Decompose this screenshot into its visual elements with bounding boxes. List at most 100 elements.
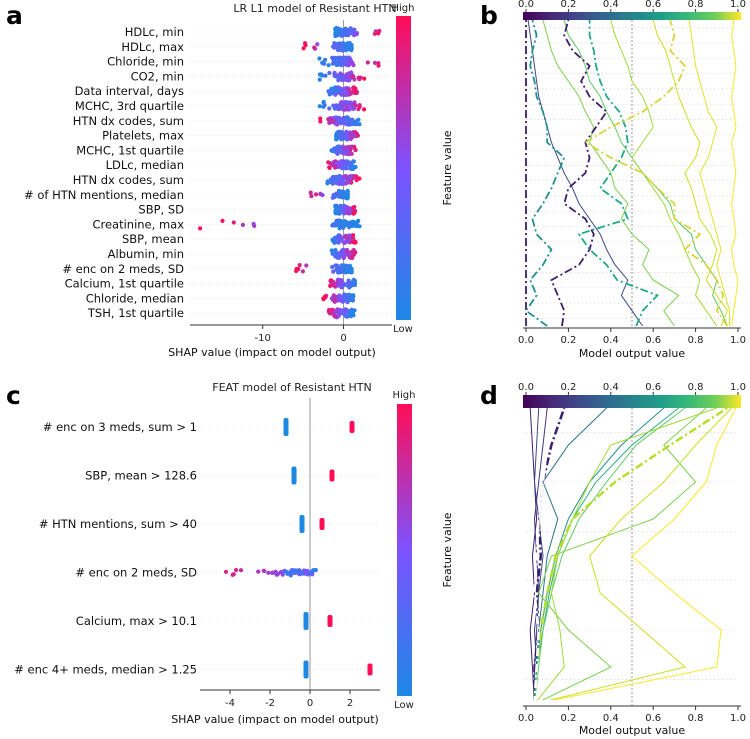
shap-point [337, 181, 342, 186]
shap-point [357, 104, 362, 109]
shap-point [317, 56, 322, 61]
shap-point [337, 226, 342, 231]
shap-point [332, 299, 337, 304]
x-tick-label: 0.2 [560, 335, 576, 346]
colorbar-tick-label: 0.0 [518, 0, 534, 10]
colorbar-tick-label: 0.2 [560, 382, 576, 393]
colorbar-tick-label: 1.0 [730, 382, 746, 393]
panel-a-title: LR L1 model of Resistant HTN [233, 2, 396, 15]
shap-point [354, 178, 359, 183]
shap-point [345, 194, 350, 199]
shap-point [345, 119, 350, 124]
shap-point [362, 107, 367, 112]
shap-point [352, 31, 357, 36]
x-tick-label: 0 [307, 698, 313, 709]
shap-point [294, 268, 299, 274]
x-tick-label: 0.2 [560, 713, 576, 724]
panel-c-rows: # enc on 3 meds, sum > 1 SBP, mean > 128.… [14, 418, 380, 679]
shap-point [270, 570, 275, 576]
panel-c-colorbar-low: Low [394, 700, 414, 711]
shap-point [347, 233, 352, 238]
panel-label-a: a [6, 1, 23, 30]
shap-point [334, 115, 339, 120]
shap-point [322, 103, 327, 108]
shap-point [326, 89, 331, 94]
panel-d-decision-plot: 0.0 0.2 0.4 0.6 0.8 1.0 0.0 0.2 0.4 0.6 0.8 1.0 Mo… [518, 382, 746, 737]
panel-a-x-ticks: -10 0 [255, 325, 347, 344]
colorbar-tick-label: 1.0 [730, 0, 746, 10]
shap-point [329, 148, 334, 153]
shap-point [223, 569, 229, 574]
feature-row: HTN dx codes, sum [73, 173, 392, 187]
series-line [731, 19, 739, 327]
series-line [542, 19, 680, 327]
shap-point-high [329, 469, 335, 482]
shap-point [251, 221, 256, 226]
shap-point [341, 179, 346, 184]
shap-point [351, 63, 356, 68]
shap-point [347, 298, 352, 303]
colorbar-tick-label: 0.8 [688, 0, 704, 10]
shap-point [353, 148, 358, 153]
colorbar-tick-label: 0.2 [560, 0, 576, 10]
panel-d-series [529, 406, 737, 700]
shap-point [340, 191, 345, 196]
feature-label: HTN dx codes, sum [73, 173, 184, 187]
shap-point [296, 570, 302, 575]
shap-point [312, 45, 317, 50]
shap-point [333, 263, 338, 268]
x-tick-label: 0.0 [518, 713, 534, 724]
shap-point [344, 294, 349, 299]
shap-point [345, 282, 350, 288]
shap-point [348, 43, 353, 48]
colorbar-tick-label: 0.4 [603, 0, 619, 10]
feature-label: # enc on 2 meds, SD [62, 262, 184, 276]
feature-row: LDLc, median [106, 158, 392, 172]
shap-point [300, 269, 305, 274]
shap-point [344, 105, 349, 110]
shap-point [285, 571, 290, 576]
shap-point [329, 118, 334, 123]
feature-label: MCHC, 1st quartile [76, 143, 184, 157]
shap-point-low [291, 466, 297, 485]
panel-c-shap-summary: FEAT model of Resistant HTN # enc on 3 m… [14, 381, 454, 726]
shap-point [230, 572, 235, 578]
shap-point [297, 263, 302, 268]
feature-row: HDLc, min [125, 25, 392, 39]
feature-row: # enc on 2 meds, SD [75, 566, 380, 580]
shap-point [346, 206, 351, 211]
feature-label: Data interval, days [75, 84, 184, 98]
x-tick-label: -4 [225, 698, 235, 709]
shap-point [338, 234, 343, 239]
shap-point [323, 57, 328, 62]
highlighted-series-line [533, 407, 566, 700]
feature-label: Platelets, max [102, 129, 184, 143]
shap-point [337, 206, 342, 211]
panel-c-colorbar-title: Feature value [441, 512, 454, 587]
shap-point [309, 194, 314, 199]
panel-d-grid [526, 432, 738, 680]
shap-point [330, 175, 335, 180]
feature-label: Calcium, max > 10.1 [76, 614, 197, 628]
shap-point [325, 181, 330, 186]
feature-row: CO2, min [131, 69, 392, 83]
feature-row: HTN dx codes, sum [73, 114, 392, 128]
shap-point [301, 46, 306, 51]
shap-point [256, 569, 261, 574]
shap-point [354, 224, 359, 229]
shap-point [343, 269, 348, 274]
shap-point [345, 159, 350, 164]
shap-point [343, 77, 349, 82]
shap-point-low [299, 515, 305, 533]
shap-point [351, 211, 356, 216]
x-tick-label: 0.0 [518, 335, 534, 346]
shap-point [333, 282, 338, 287]
feature-row: SBP, mean > 128.6 [85, 466, 380, 485]
shap-point [342, 60, 347, 65]
feature-row: SBP, SD [138, 203, 392, 217]
shap-point [350, 283, 355, 288]
shap-point [337, 281, 342, 286]
feature-row: Platelets, max [102, 129, 392, 143]
feature-label: Chloride, min [107, 55, 184, 69]
shap-point [339, 63, 344, 68]
